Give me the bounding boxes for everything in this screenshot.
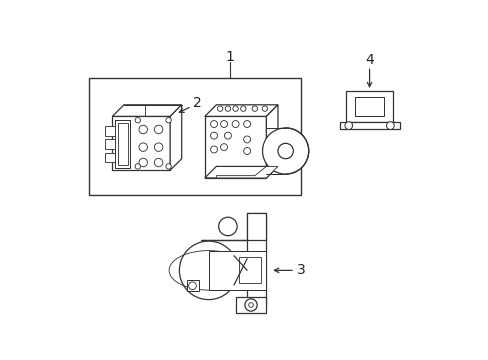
Polygon shape [208, 251, 266, 289]
Circle shape [165, 117, 171, 123]
Polygon shape [239, 257, 261, 283]
Polygon shape [339, 122, 399, 130]
Circle shape [243, 148, 250, 154]
Circle shape [210, 146, 217, 153]
Polygon shape [204, 105, 277, 116]
Circle shape [139, 158, 147, 167]
Text: 1: 1 [225, 50, 234, 64]
Polygon shape [201, 213, 266, 239]
Polygon shape [170, 105, 182, 170]
Polygon shape [246, 213, 266, 305]
Text: 3: 3 [296, 264, 305, 277]
Polygon shape [204, 166, 277, 178]
Polygon shape [104, 139, 115, 149]
Circle shape [210, 121, 217, 127]
Circle shape [277, 143, 293, 159]
Text: 2: 2 [192, 96, 201, 110]
Circle shape [139, 143, 147, 152]
Bar [354, 97, 384, 116]
Circle shape [154, 143, 163, 152]
Bar [89, 78, 301, 195]
Polygon shape [266, 105, 277, 178]
Circle shape [248, 303, 253, 307]
Polygon shape [115, 120, 130, 168]
Polygon shape [118, 123, 127, 165]
Circle shape [218, 217, 237, 236]
Circle shape [225, 106, 230, 111]
Circle shape [252, 106, 257, 111]
Circle shape [139, 125, 147, 134]
Circle shape [210, 132, 217, 139]
Circle shape [386, 122, 393, 130]
Circle shape [232, 121, 239, 127]
Polygon shape [216, 166, 277, 178]
Circle shape [252, 218, 260, 226]
Polygon shape [104, 153, 115, 162]
Circle shape [135, 164, 140, 169]
Circle shape [217, 106, 223, 111]
Polygon shape [112, 105, 182, 116]
Circle shape [244, 299, 257, 311]
Polygon shape [112, 116, 170, 170]
Circle shape [243, 121, 250, 127]
Circle shape [220, 144, 227, 150]
Circle shape [262, 128, 308, 174]
Circle shape [243, 136, 250, 143]
Polygon shape [104, 126, 115, 136]
Text: 4: 4 [365, 53, 373, 67]
Circle shape [188, 282, 196, 289]
Circle shape [220, 121, 227, 127]
Polygon shape [345, 91, 393, 122]
Circle shape [240, 106, 245, 111]
Circle shape [252, 230, 260, 238]
Circle shape [344, 122, 352, 130]
Circle shape [154, 158, 163, 167]
Circle shape [232, 106, 238, 111]
Circle shape [165, 164, 171, 169]
Polygon shape [235, 297, 266, 313]
Circle shape [135, 117, 140, 123]
Circle shape [262, 106, 267, 111]
Polygon shape [187, 280, 198, 291]
Circle shape [154, 125, 163, 134]
Circle shape [224, 132, 231, 139]
Polygon shape [204, 116, 266, 178]
